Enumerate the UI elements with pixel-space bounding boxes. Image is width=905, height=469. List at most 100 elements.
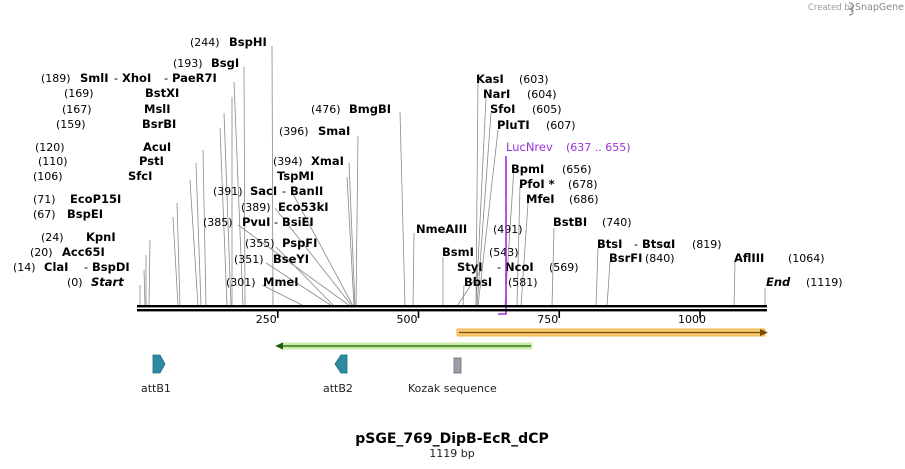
site-position: (169)	[64, 87, 94, 100]
site-btsi[interactable]: BtsI (819) - BtsαI	[597, 237, 722, 251]
site-sfoi[interactable]: SfoI (605)	[490, 102, 562, 116]
site-name: XmaI	[311, 154, 344, 168]
site-name: BsmI	[442, 245, 474, 259]
site-name: MslI	[144, 102, 171, 116]
site-nari[interactable]: NarI (604)	[483, 87, 557, 101]
site-bspei[interactable]: BspEI (67)	[33, 207, 103, 221]
site-position: (189)	[41, 72, 71, 85]
feature-kozak[interactable]: Kozak sequence	[408, 357, 497, 395]
primer-lucnrev[interactable]: LucNrev (637 .. 655)	[498, 140, 631, 315]
site-position: (391)	[213, 185, 243, 198]
site-position: (819)	[692, 238, 722, 251]
site-name: KpnI	[86, 230, 116, 244]
ruler-label: 250	[256, 313, 277, 326]
site-bsphi[interactable]: BspHI (244)	[190, 35, 267, 49]
site-bsgi[interactable]: BsgI (193)	[173, 56, 239, 70]
site-kasi[interactable]: KasI (603)	[476, 72, 549, 86]
site-bsrbi[interactable]: BsrBI (159)	[56, 117, 176, 131]
site-acc65i[interactable]: Acc65I (20)	[30, 245, 105, 259]
site-bseyi[interactable]: BseYI (351)	[234, 252, 309, 266]
site-position: (67)	[33, 208, 56, 221]
site-position: (20)	[30, 246, 53, 259]
site-name: AcuI	[143, 140, 171, 154]
site-name: BtsI	[597, 237, 622, 251]
site-psti[interactable]: PstI (110)	[38, 154, 164, 168]
site-name: PspFI	[282, 236, 317, 250]
site-position: (476)	[311, 103, 341, 116]
feature-attb2[interactable]: attB2	[323, 354, 353, 395]
site-smai[interactable]: SmaI (396)	[279, 124, 350, 138]
site-name: EcoP15I	[70, 192, 121, 206]
site-afliii[interactable]: AflIII (1064)	[734, 251, 825, 265]
feature-attb2-label: attB2	[323, 382, 353, 395]
site-name: BspHI	[229, 35, 267, 49]
dna-backbone	[137, 305, 767, 312]
site-name: NmeAIII	[416, 222, 467, 236]
site-pluti[interactable]: PluTI (607)	[497, 118, 576, 132]
site-position: (351)	[234, 253, 264, 266]
site-name: BsgI	[211, 56, 239, 70]
site-name: StyI	[457, 260, 483, 274]
site-isoschizomer: BtsαI	[642, 237, 675, 251]
site-msli[interactable]: MslI (167)	[62, 102, 171, 116]
site-bstbi[interactable]: BstBI (740)	[553, 215, 632, 229]
site-smli[interactable]: SmlI(189) - XhoI - PaeR7I	[41, 71, 217, 85]
site-tspmi[interactable]: TspMI	[277, 169, 314, 183]
site-sfci[interactable]: SfcI (106)	[33, 169, 152, 183]
site-eco53ki[interactable]: Eco53kI (389)	[241, 200, 329, 214]
site-position: (686)	[569, 193, 599, 206]
end-position: (1119)	[806, 276, 843, 289]
site-pspfi[interactable]: PspFI (355)	[245, 236, 317, 250]
site-name: BspEI	[67, 207, 103, 221]
site-position: (389)	[241, 201, 271, 214]
site-name: SfoI	[490, 102, 515, 116]
site-name: MfeI	[526, 192, 555, 206]
start-label: Start	[91, 275, 124, 289]
credit-brand: SnapGene	[855, 2, 904, 13]
site-separator: -	[497, 260, 501, 274]
site-separator: -	[114, 71, 118, 85]
site-position: (106)	[33, 170, 63, 183]
orf-forward[interactable]	[456, 328, 768, 337]
site-name: SmaI	[318, 124, 350, 138]
start-marker: (0) Start	[67, 275, 124, 289]
site-mfei[interactable]: MfeI (686)	[526, 192, 599, 206]
site-position: (244)	[190, 36, 220, 49]
site-name: PfoI *	[519, 177, 555, 191]
site-separator: -	[634, 237, 638, 251]
start-position: (0)	[67, 276, 83, 289]
site-separator: -	[274, 215, 278, 229]
feature-kozak-label: Kozak sequence	[408, 382, 497, 395]
site-bmgbi[interactable]: BmgBI (476)	[311, 102, 391, 116]
site-clai[interactable]: ClaI (14) - BspDI	[13, 260, 130, 274]
feature-attb1[interactable]: attB1	[141, 354, 171, 395]
site-bsmi[interactable]: BsmI (543)	[442, 245, 519, 259]
site-position: (543)	[489, 246, 519, 259]
site-pfoi[interactable]: PfoI * (678)	[519, 177, 598, 191]
primer-name: LucNrev	[506, 140, 553, 154]
site-bstxi[interactable]: BstXI (169)	[64, 86, 179, 100]
site-bpmi[interactable]: BpmI (656)	[511, 162, 592, 176]
site-acui[interactable]: AcuI (120)	[35, 140, 171, 154]
site-kpni[interactable]: KpnI (24)	[41, 230, 116, 244]
site-ecop15i[interactable]: EcoP15I (71)	[33, 192, 121, 206]
site-saci[interactable]: SacI (391) - BanII	[213, 184, 323, 198]
site-nmeaiii[interactable]: NmeAIII (491)	[416, 222, 523, 236]
site-name: Acc65I	[62, 245, 105, 259]
site-xmai[interactable]: XmaI (394)	[273, 154, 344, 168]
site-name: MmeI	[263, 275, 299, 289]
site-isoschizomer: BanII	[290, 184, 323, 198]
site-mmei[interactable]: MmeI (301)	[226, 275, 299, 289]
ruler-label: 500	[397, 313, 418, 326]
site-styi[interactable]: StyI (569) - NcoI	[457, 260, 579, 274]
site-bbsi[interactable]: BbsI (581)	[464, 275, 538, 289]
site-bsrfi[interactable]: BsrFI (840)	[609, 251, 675, 265]
site-position: (385)	[203, 216, 233, 229]
site-isoschizomer: NcoI	[505, 260, 534, 274]
orf-reverse[interactable]	[275, 342, 533, 350]
plasmid-length: 1119 bp	[429, 447, 474, 460]
site-isoschizomer: BspDI	[92, 260, 130, 274]
snapgene-logo-icon	[848, 2, 854, 16]
site-pvui[interactable]: PvuI (385) - BsiEI	[203, 215, 314, 229]
